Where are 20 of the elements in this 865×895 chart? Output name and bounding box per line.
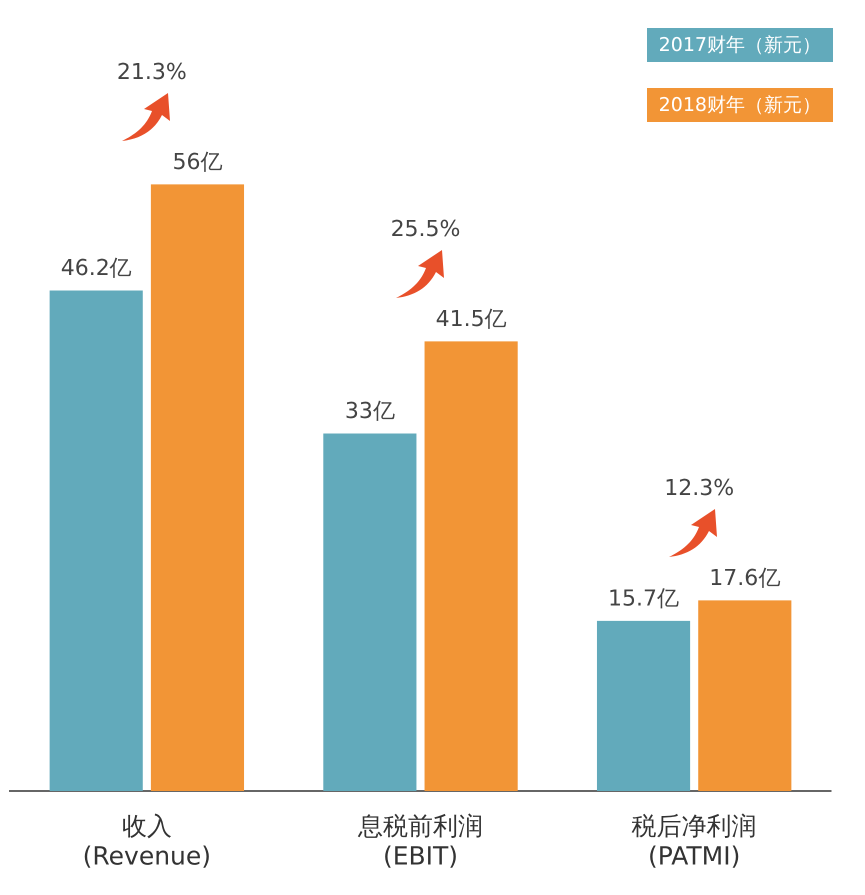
data-label: 41.5亿 — [436, 307, 507, 332]
bar — [698, 600, 792, 791]
x-tick-label: 收入 (Revenue) — [82, 812, 212, 870]
annotation: 25.5% — [390, 217, 460, 242]
text: 2017财年（新元） — [646, 28, 833, 62]
data-label: 46.2亿 — [60, 256, 132, 282]
x-tick-label: 税后净利润 (PATMI) — [632, 812, 757, 870]
text: 2018财年（新元） — [646, 88, 833, 122]
bar — [596, 620, 690, 791]
bar — [50, 290, 143, 791]
data-label: 15.7亿 — [608, 586, 680, 612]
data-label: 56亿 — [172, 150, 222, 176]
bar — [424, 341, 518, 791]
data-label: 17.6亿 — [709, 566, 780, 592]
text: 21.3% — [116, 60, 187, 86]
annotation: 12.3% — [664, 476, 734, 502]
data-label: 33亿 — [344, 399, 395, 424]
x-tick-label: 息税前利润 (EBIT) — [357, 812, 483, 870]
bar — [323, 434, 416, 791]
bar — [150, 184, 244, 791]
